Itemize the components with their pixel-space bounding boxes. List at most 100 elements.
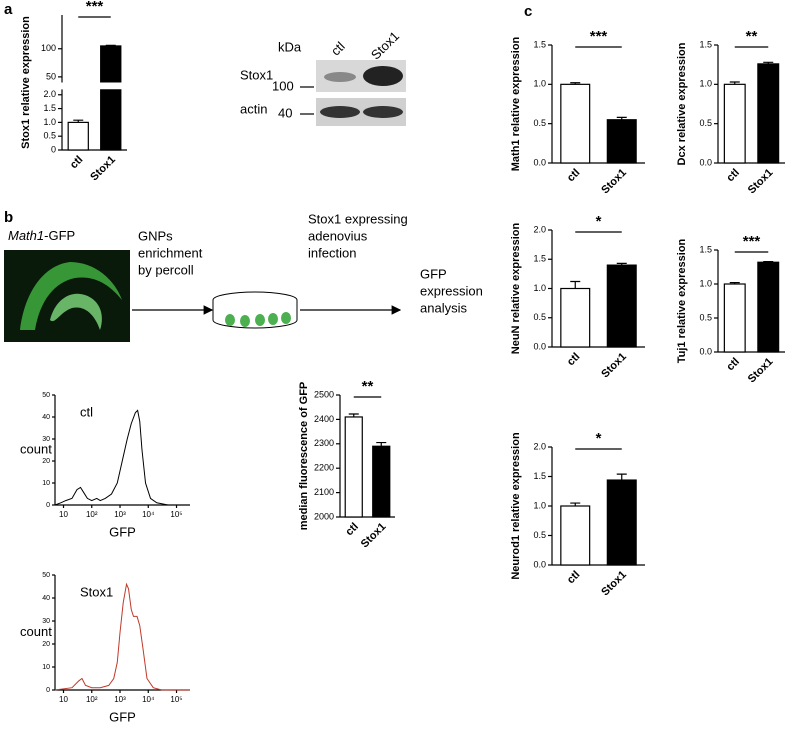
bar (757, 261, 780, 353)
error-bar (570, 280, 581, 289)
bar (100, 45, 122, 151)
y-tick-label: 0.5 (699, 118, 712, 128)
blot-band (363, 66, 403, 86)
x-tick-label: ctl (724, 167, 742, 185)
y-tick-label: 2400 (314, 414, 334, 424)
bar (723, 283, 746, 353)
step-label: GFP (420, 266, 447, 281)
y-tick-label: 1.5 (699, 39, 712, 49)
panel-label: a (4, 1, 13, 18)
x-tick-label: 10 (59, 695, 68, 704)
panel-label: c (524, 3, 532, 20)
row-label: Stox1 (240, 67, 273, 82)
y-tick-label: 40 (42, 414, 50, 421)
blot-band (363, 106, 403, 118)
x-tick-label: ctl (724, 356, 742, 374)
x-tick-label: Stox1 (359, 521, 389, 551)
error-bar (105, 44, 116, 46)
annotation: Stox1 (80, 584, 113, 599)
significance: * (596, 213, 602, 230)
step-label: enrichment (138, 245, 203, 260)
y-tick-label: 1.5 (43, 103, 56, 113)
y-tick-label: 0.0 (699, 346, 712, 356)
y-tick-label: 1.0 (533, 500, 546, 510)
x-tick-label: 10 (59, 510, 68, 519)
y-tick-label: 1.5 (533, 471, 546, 481)
bar (560, 505, 591, 566)
y-tick-label: 1.5 (533, 39, 546, 49)
y-axis-label: median fluorescence of GFP (298, 382, 310, 531)
y-tick-label: 0 (46, 687, 50, 694)
x-tick-label: 10³ (114, 695, 126, 704)
y-tick-label: 2.0 (533, 441, 546, 451)
x-tick-label: Stox1 (88, 154, 118, 184)
y-tick-label: 0.0 (533, 157, 546, 167)
x-tick-label: ctl (565, 167, 583, 185)
error-bar (616, 262, 627, 266)
y-tick-label: 0.0 (533, 559, 546, 569)
bar (606, 479, 637, 566)
micrograph-tissue (20, 262, 122, 330)
y-axis-label: Stox1 relative expression (20, 16, 32, 149)
y-tick-label: 2.0 (43, 89, 56, 99)
error-bar (376, 441, 387, 447)
y-tick-label: 0.5 (533, 312, 546, 322)
bar (723, 83, 746, 164)
error-bar (348, 413, 359, 417)
y-axis-label: count (20, 441, 52, 456)
bar (560, 287, 591, 348)
y-tick-label: 1.0 (43, 117, 56, 127)
y-tick-label: 1.0 (533, 283, 546, 293)
x-tick-label: 10² (86, 510, 98, 519)
step-label: GNPs (138, 228, 173, 243)
y-tick-label: 20 (42, 641, 50, 648)
x-tick-label: Stox1 (599, 569, 629, 599)
y-tick-label: 0 (51, 144, 56, 154)
blot-band (324, 72, 356, 82)
source-italic: Math1 (8, 228, 44, 243)
annotation: ctl (80, 404, 93, 419)
y-tick-label: 0.5 (533, 118, 546, 128)
x-tick-label: ctl (565, 351, 583, 369)
cells (225, 312, 291, 327)
error-bar (763, 61, 774, 64)
y-tick-label: 1.5 (699, 244, 712, 254)
y-tick-label: 0.5 (533, 530, 546, 540)
panel-label: b (4, 209, 13, 226)
y-tick-label: 2300 (314, 438, 334, 448)
y-tick-label: 2500 (314, 389, 334, 399)
x-tick-label: ctl (68, 154, 86, 172)
source-label: Math1-GFP (8, 228, 75, 243)
y-tick-label: 40 (42, 595, 50, 602)
significance: *** (86, 0, 104, 15)
significance: ** (362, 378, 374, 395)
x-axis-label: GFP (109, 524, 136, 539)
y-axis-label: NeuN relative expression (510, 222, 522, 354)
marker-label: 100 (272, 78, 294, 93)
y-tick-label: 1.0 (699, 79, 712, 89)
y-axis-label: Dcx relative expression (676, 42, 688, 165)
y-tick-label: 10 (42, 480, 50, 487)
y-tick-label: 0.5 (699, 312, 712, 322)
x-tick-label: Stox1 (599, 351, 629, 381)
x-tick-label: 10⁴ (142, 510, 155, 519)
bar (372, 445, 391, 518)
marker-label: 40 (278, 105, 292, 120)
step-label: analysis (420, 300, 467, 315)
significance: *** (590, 28, 608, 45)
x-tick-label: 10³ (114, 510, 126, 519)
y-tick-label: 30 (42, 618, 50, 625)
bar (344, 416, 363, 518)
step-label: by percoll (138, 262, 194, 277)
x-tick-label: 10⁴ (142, 695, 155, 704)
axis-break (54, 82, 127, 90)
x-tick-label: 10⁵ (170, 510, 182, 519)
x-tick-label: Stox1 (746, 356, 776, 386)
error-bar (729, 81, 740, 85)
error-bar (570, 502, 581, 506)
y-tick-label: 1.0 (533, 79, 546, 89)
step-label: Stox1 expressing (308, 211, 408, 226)
significance: *** (743, 233, 761, 250)
row-label: actin (240, 101, 267, 116)
